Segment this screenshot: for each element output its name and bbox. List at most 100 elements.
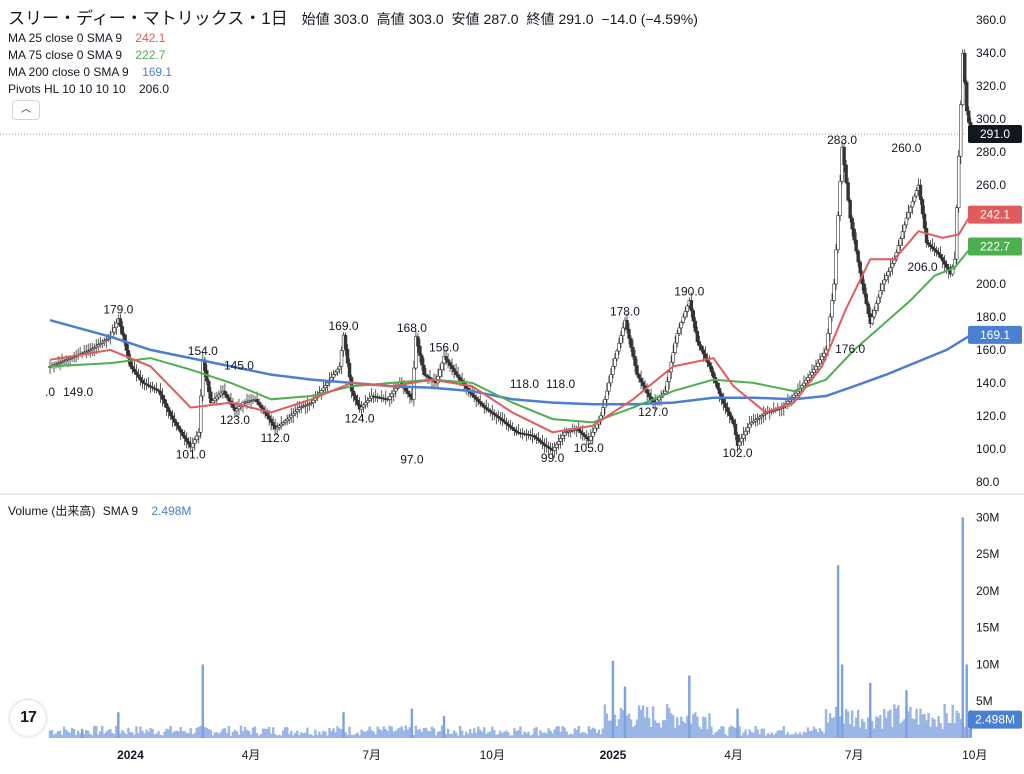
candle-body (458, 377, 462, 381)
volume-bar (541, 732, 544, 738)
volume-bar (440, 725, 444, 738)
volume-bar (239, 725, 243, 738)
volume-bar (273, 734, 277, 738)
volume-bar (497, 734, 500, 738)
volume-bar (674, 727, 677, 738)
candle-body (136, 374, 141, 378)
volume-bar (627, 713, 631, 738)
price-tick-label: 200.0 (976, 277, 1006, 291)
candle-body (297, 407, 301, 410)
candle-body (392, 390, 396, 395)
price-tick-label: 360.0 (976, 13, 1006, 27)
candle-body (337, 366, 342, 370)
volume-bar (935, 726, 938, 738)
candle-body (512, 428, 517, 431)
candle-body (56, 362, 60, 365)
candle-body (446, 359, 450, 363)
volume-bar (547, 728, 550, 738)
volume-bar (758, 734, 761, 738)
indicator-ma75[interactable]: MA 75 close 0 SMA 9 222.7 (8, 48, 169, 62)
volume-bar (746, 735, 749, 738)
volume-bar (698, 726, 701, 738)
candle-body (148, 385, 153, 388)
collapse-indicators-button[interactable]: ︿ (12, 100, 40, 120)
tradingview-logo[interactable]: 17 (10, 700, 46, 736)
candle-body (735, 434, 740, 446)
volume-bar (76, 730, 80, 738)
volume-bar (382, 726, 385, 738)
candle-body (900, 231, 905, 239)
volume-bar (527, 731, 530, 738)
volume-bar (951, 704, 954, 738)
volume-bar (812, 726, 816, 738)
volume-bar (179, 727, 182, 738)
volume-bar (322, 730, 325, 738)
volume-bar (418, 729, 422, 738)
volume-bar (462, 735, 466, 738)
price-tick-label: 340.0 (976, 46, 1006, 60)
volume-header[interactable]: Volume (出来高) SMA 9 2.498M (8, 502, 195, 519)
pivot-label: 145.0 (224, 359, 254, 373)
candle-body (390, 393, 394, 397)
candle-body (866, 303, 870, 314)
volume-bar (386, 731, 389, 738)
candle-body (723, 403, 728, 408)
candle-body (426, 375, 430, 378)
volume-bar (456, 735, 460, 738)
volume-bar (366, 730, 369, 738)
volume-bar (838, 716, 842, 738)
candle-body (820, 356, 824, 361)
candle-body (896, 245, 901, 253)
volume-bar (939, 723, 942, 738)
volume-bar (458, 725, 462, 738)
pivot-label: 169.0 (329, 319, 359, 333)
volume-bar (380, 730, 383, 738)
volume-bar (947, 722, 950, 738)
indicator-pivots[interactable]: Pivots HL 10 10 10 10 206.0 (8, 82, 173, 96)
volume-tick-label: 10M (976, 657, 999, 671)
candle-body (178, 428, 183, 433)
volume-bar (708, 713, 711, 738)
volume-bar (589, 729, 593, 738)
candle-body (150, 386, 155, 389)
candle-body (741, 434, 746, 439)
candle-body (856, 250, 860, 263)
volume-bar (790, 734, 794, 738)
volume-bar (404, 725, 408, 738)
indicator-ma200[interactable]: MA 200 close 0 SMA 9 169.1 (8, 65, 176, 79)
candle-body (345, 348, 350, 364)
volume-bar (742, 732, 745, 738)
volume-bar (921, 714, 924, 738)
volume-bar (901, 721, 904, 738)
indicator-ma25[interactable]: MA 25 close 0 SMA 9 242.1 (8, 31, 169, 45)
candle-body (733, 423, 738, 436)
volume-bar (692, 714, 695, 738)
volume-bar (487, 732, 490, 738)
volume-bar (762, 728, 765, 738)
volume-bar (826, 722, 830, 738)
candle-body (170, 415, 175, 420)
candle-body (534, 436, 539, 440)
volume-bar (52, 734, 56, 738)
volume-bar (657, 722, 661, 738)
volume-bar (824, 709, 828, 738)
volume-bar (261, 728, 265, 738)
volume-bar (722, 726, 725, 738)
candle-body (363, 402, 368, 406)
candle-body (607, 382, 611, 392)
candle-body (187, 441, 191, 445)
candle-body (339, 350, 344, 367)
volume-bar (949, 722, 952, 738)
volume-bar (702, 716, 705, 738)
volume-bar (56, 731, 60, 738)
volume-bar (655, 722, 659, 738)
volume-bar (802, 731, 806, 738)
candle-body (967, 110, 971, 123)
volume-bar (328, 728, 331, 738)
volume-bar (350, 734, 353, 738)
volume-bar (929, 726, 932, 738)
volume-bar (688, 675, 691, 738)
volume-bar (495, 734, 498, 738)
candle-body (185, 438, 189, 442)
